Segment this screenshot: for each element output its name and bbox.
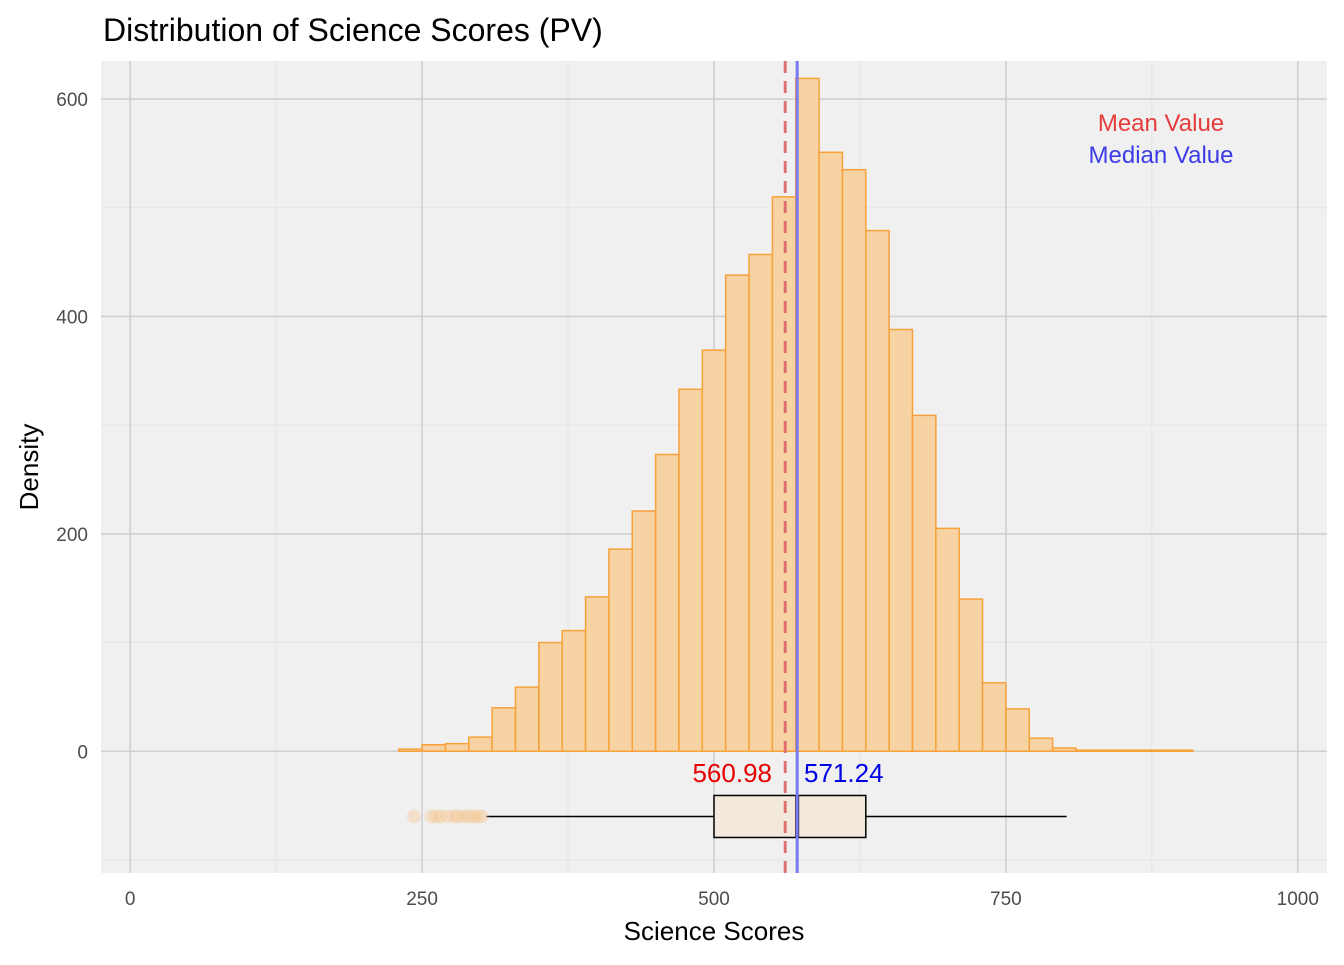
histogram-bar [1145,749,1171,753]
histogram-bar [1121,749,1147,753]
boxplot-outlier [451,809,466,824]
y-axis-ticks: 0 200 400 600 [56,90,88,763]
boxplot-outlier [474,809,489,824]
histogram-bar [818,151,844,753]
boxplot-outlier [424,809,439,824]
median-value-label: 571.24 [804,758,884,788]
y-tick-label: 0 [77,742,88,763]
histogram-bar [1098,749,1124,753]
boxplot-outlier [440,809,455,824]
histogram-bar [841,168,867,753]
y-axis-label: Density [14,424,44,511]
histogram-bar [1028,737,1054,753]
boxplot-outlier [447,809,462,824]
histogram-bar [935,527,960,753]
x-tick-label: 750 [990,889,1022,910]
reference-labels: 560.98 571.24 [692,758,883,788]
histogram-bar [608,548,634,753]
boxplot [406,794,1067,839]
boxplot-outlier [461,809,476,824]
histogram-bar [1168,749,1194,753]
histogram-bar [748,253,774,753]
histogram-bar [794,77,820,753]
histogram-bars [397,77,1194,753]
boxplot-outlier [433,809,448,824]
histogram-bar [397,748,423,753]
histogram-bar [468,736,493,753]
histogram-bar [888,328,914,753]
boxplot-outlier [406,809,421,824]
chart-title: Distribution of Science Scores (PV) [103,12,603,48]
boxplot-outlier [466,809,481,824]
histogram-bar [584,596,610,753]
x-tick-label: 0 [125,889,136,910]
x-tick-label: 1000 [1277,889,1319,910]
y-tick-label: 200 [56,525,88,546]
boxplot-outlier [457,809,472,824]
histogram-bar [981,682,1007,753]
histogram-bar [724,274,750,753]
histogram-bar [1005,708,1031,753]
reference-lines [783,61,799,873]
x-axis-label: Science Scores [624,916,805,946]
histogram-bar [654,453,680,753]
histogram-bar [538,641,563,753]
histogram-bar [421,743,447,753]
boxplot-box [713,794,867,839]
y-tick-label: 400 [56,307,88,328]
x-tick-label: 250 [406,889,438,910]
histogram-bar [444,742,470,753]
histogram-bar [865,229,890,753]
x-axis-ticks: 0 250 500 750 1000 [125,889,1319,910]
histogram-bar [1075,749,1101,753]
legend-mean: Mean Value [1098,110,1224,137]
histogram-bar [514,686,540,753]
histogram-bar [678,388,704,753]
x-tick-label: 500 [698,889,730,910]
boxplot-outlier [429,809,444,824]
histogram-bar [561,629,587,753]
legend-median: Median Value [1089,142,1234,169]
histogram-bar [631,510,657,753]
boxplot-outlier [471,809,486,824]
legend: Mean Value Median Value [1089,110,1234,169]
y-tick-label: 600 [56,90,88,111]
histogram-bar [491,707,517,753]
histogram-bar [701,349,727,753]
histogram-bar [958,598,984,753]
mean-value-label: 560.98 [692,758,772,788]
histogram-bar [1051,747,1077,753]
histogram-bar [911,414,937,753]
